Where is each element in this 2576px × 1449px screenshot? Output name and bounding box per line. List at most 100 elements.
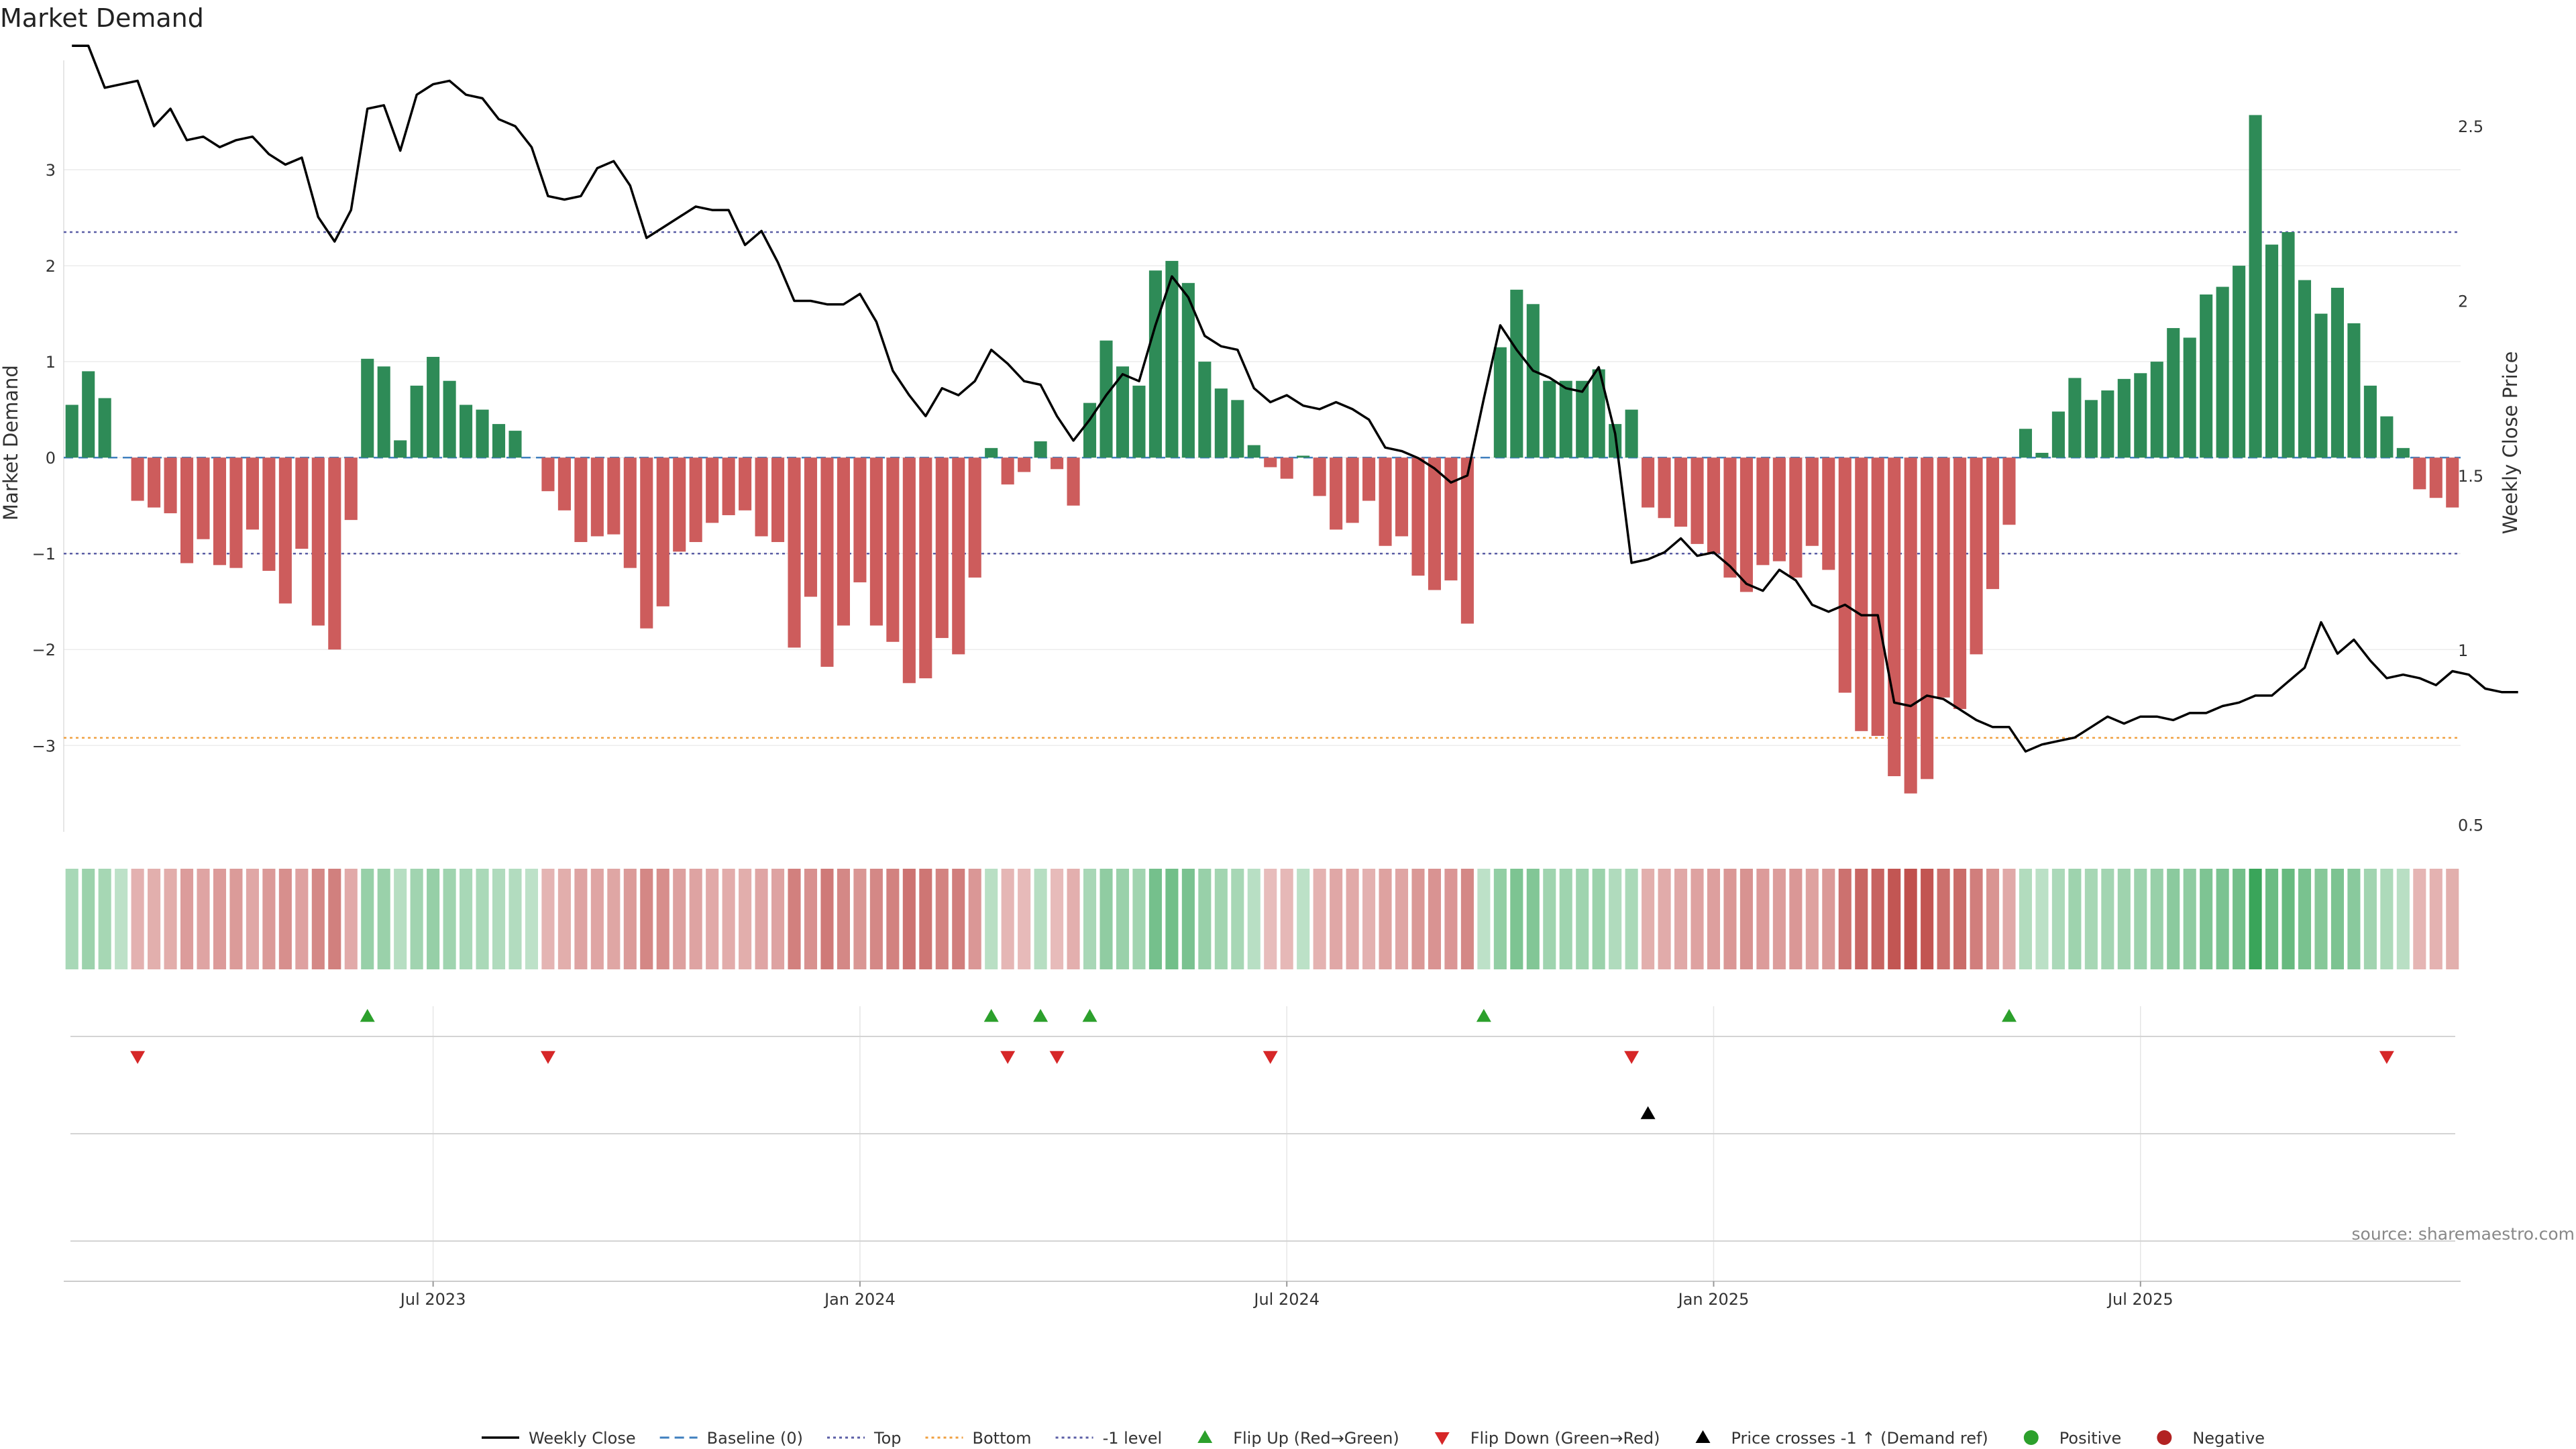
demand-bar [2396, 447, 2410, 458]
heat-cell [197, 869, 210, 969]
demand-bar [427, 356, 440, 458]
legend-swatch [2023, 1430, 2039, 1445]
legend-swatch [1434, 1432, 1450, 1445]
demand-bar [1280, 458, 1293, 479]
heat-cell [361, 869, 374, 969]
heat-cell [1526, 869, 1540, 969]
demand-bar [344, 458, 358, 521]
heat-cell [2117, 869, 2131, 969]
demand-bar [1428, 458, 1442, 590]
heat-cell [1362, 869, 1376, 969]
demand-bar [2019, 429, 2033, 458]
heat-cell [1543, 869, 1556, 969]
legend-label: Bottom [973, 1429, 1032, 1448]
y-left-tick-label: 2 [46, 257, 56, 276]
heat-cell [1280, 869, 1293, 969]
demand-bar [1444, 458, 1458, 581]
demand-bar [2084, 400, 2098, 458]
demand-bar [1346, 458, 1359, 523]
legend-item: Price crosses -1 ↑ (Demand ref) [1695, 1429, 1988, 1448]
demand-bar [837, 458, 850, 626]
demand-bar [1576, 380, 1589, 458]
heat-cell [1198, 869, 1212, 969]
y-left-tick-label: 1 [46, 353, 56, 372]
heat-cell [213, 869, 227, 969]
heat-cell [1132, 869, 1146, 969]
heat-cell [2002, 869, 2016, 969]
demand-bar [2380, 416, 2394, 458]
heat-cell [2216, 869, 2229, 969]
y-axis-left-ticks: −3 −2 −1 0 1 2 3 [32, 161, 56, 755]
heat-cell [1756, 869, 1770, 969]
demand-bar [640, 458, 653, 629]
demand-bars [65, 115, 2459, 794]
demand-bar [1034, 441, 1047, 458]
heat-cell [180, 869, 194, 969]
demand-bar [508, 431, 522, 458]
demand-bar [607, 458, 621, 535]
demand-bar [377, 366, 390, 458]
heat-cell [804, 869, 818, 969]
chart-title: Market Demand [0, 3, 204, 33]
demand-bar [1313, 458, 1326, 496]
heat-cell [2363, 869, 2377, 969]
legend-label: Flip Down (Green→Red) [1470, 1429, 1660, 1448]
x-tick-label: Jul 2025 [2106, 1290, 2174, 1309]
demand-bar [968, 458, 981, 578]
demand-bar [2330, 287, 2344, 458]
demand-bar [1132, 385, 1146, 458]
heat-cell [1723, 869, 1737, 969]
heat-cell [2249, 869, 2262, 969]
legend-label: Flip Up (Red→Green) [1233, 1429, 1399, 1448]
demand-bar [1707, 458, 1721, 554]
heat-cell [2134, 869, 2147, 969]
demand-bar [65, 405, 78, 458]
demand-bar [2446, 458, 2459, 508]
heat-cell [2068, 869, 2082, 969]
heat-cell [1576, 869, 1589, 969]
demand-bar [1297, 455, 1310, 458]
demand-bar [2363, 385, 2377, 458]
legend-item: Flip Down (Green→Red) [1434, 1429, 1660, 1448]
weekly-close-polyline [72, 44, 2518, 753]
demand-bar [328, 458, 341, 650]
heat-cell [2446, 869, 2459, 969]
y-right-tick-label: 1 [2458, 641, 2468, 660]
legend-item: Positive [2023, 1429, 2121, 1448]
heat-cell [2084, 869, 2098, 969]
heat-cell [1444, 869, 1458, 969]
heat-cell [837, 869, 850, 969]
y-left-tick-label: 0 [46, 449, 56, 468]
heat-cell [410, 869, 423, 969]
heat-cell [820, 869, 834, 969]
price-cross-marker [1640, 1106, 1656, 1120]
heat-cell [148, 869, 161, 969]
demand-bar [1526, 304, 1540, 458]
heat-cell [1477, 869, 1491, 969]
heat-cell [902, 869, 916, 969]
heat-cell [755, 869, 768, 969]
demand-bar [1953, 458, 1967, 709]
demand-bar [2429, 458, 2443, 498]
demand-bar [935, 458, 949, 639]
demand-bar [1937, 458, 1950, 698]
demand-bar [2035, 453, 2049, 458]
heat-cell [590, 869, 604, 969]
heat-cell [377, 869, 390, 969]
heat-cell [788, 869, 801, 969]
heat-cell [1690, 869, 1704, 969]
demand-bar [1658, 458, 1671, 519]
heat-cell [853, 869, 867, 969]
demand-bar [902, 458, 916, 684]
demand-bar [1592, 369, 1605, 458]
heat-cell [607, 869, 621, 969]
demand-bar [2068, 378, 2082, 458]
demand-bar [180, 458, 194, 564]
heat-cell [115, 869, 128, 969]
x-tick-label: Jul 2024 [1252, 1290, 1320, 1309]
heat-cell [869, 869, 883, 969]
flip-down-marker [2379, 1051, 2394, 1064]
demand-bar [213, 458, 227, 566]
heat-cell [1937, 869, 1950, 969]
heat-cell [1297, 869, 1310, 969]
